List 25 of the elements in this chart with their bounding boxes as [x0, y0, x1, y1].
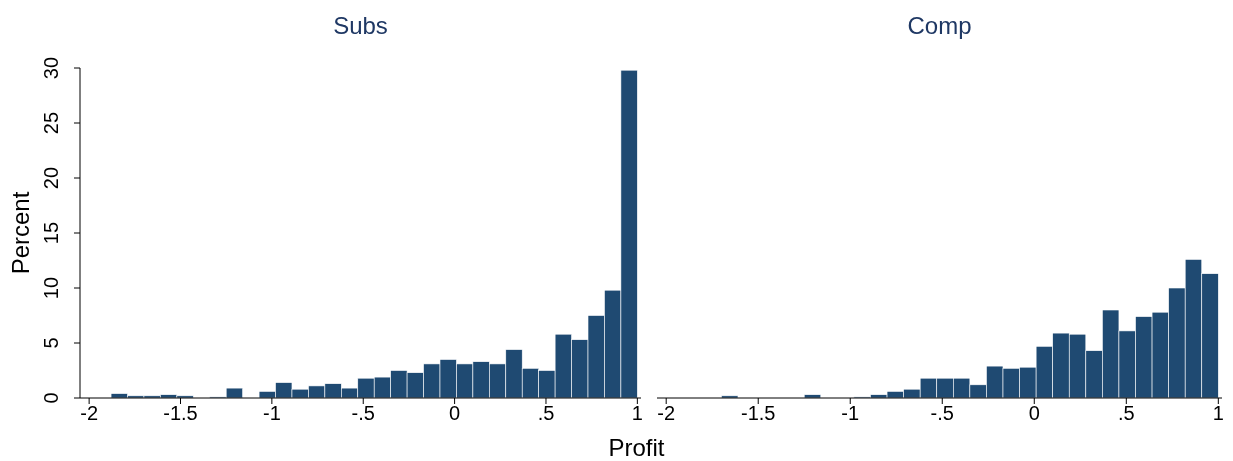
- x-tick-label: .5: [537, 402, 555, 425]
- y-tick-label: 25: [40, 111, 62, 135]
- x-tick-label: -1: [841, 402, 860, 425]
- x-tick-label: -1.5: [740, 402, 776, 425]
- y-tick-label: 5: [40, 337, 62, 349]
- x-tick-label: -1.5: [163, 402, 198, 425]
- x-tick-label: 0: [1028, 402, 1040, 425]
- x-tick-label: -.5: [351, 402, 375, 425]
- x-tick-label: -.5: [930, 402, 954, 425]
- y-tick-label: 20: [40, 166, 62, 190]
- x-tick-label: .5: [1117, 402, 1135, 425]
- x-tick-label: -1: [262, 402, 281, 425]
- x-tick-label: -2: [657, 402, 676, 425]
- y-tick-label: 15: [40, 221, 62, 245]
- y-tick-label: 30: [40, 56, 62, 80]
- x-tick-label: -2: [80, 402, 99, 425]
- x-tick-label: 1: [631, 402, 643, 425]
- chart-title: Comp: [906, 11, 973, 41]
- chart-title: Subs: [332, 11, 389, 41]
- x-tick-label: 1: [1212, 402, 1224, 425]
- y-axis-title: Percent: [6, 191, 34, 275]
- x-axis-title: Profit: [607, 434, 666, 461]
- y-tick-label: 10: [40, 276, 62, 300]
- y-tick-label: 0: [40, 392, 62, 404]
- x-tick-label: 0: [449, 402, 461, 425]
